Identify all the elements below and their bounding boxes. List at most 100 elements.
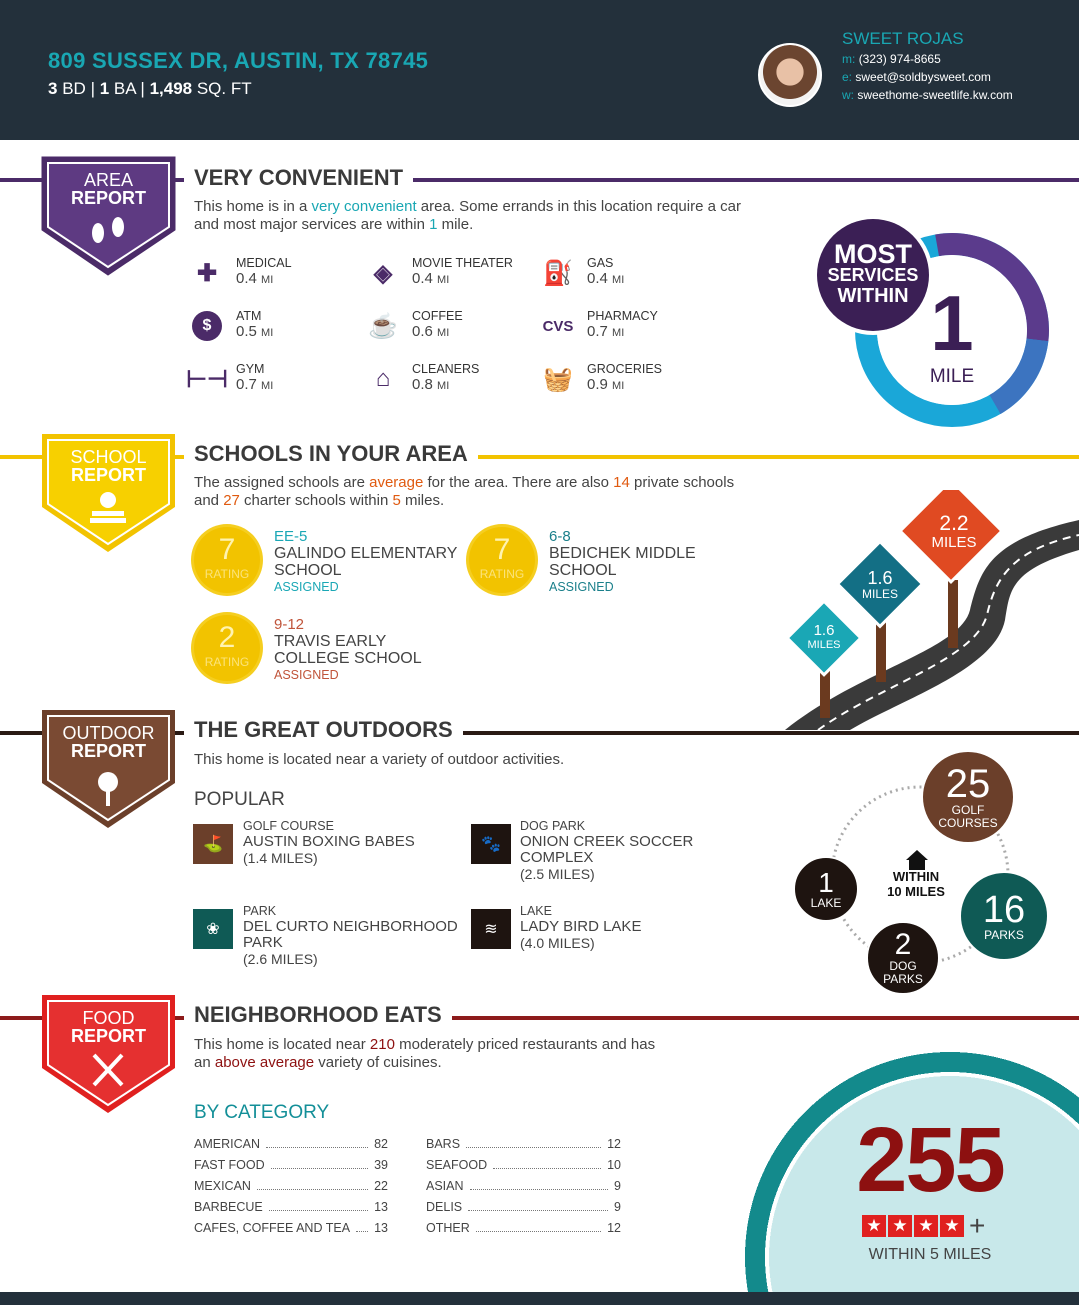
category-row: CAFES, COFFEE AND TEA 13 <box>194 1221 388 1235</box>
amenity-distance: 0.7 MI <box>587 323 625 340</box>
footer-bar <box>0 1292 1079 1305</box>
agent-name: SWEET ROJAS <box>842 29 964 48</box>
highlight: very convenient <box>311 198 417 215</box>
popular-heading: POPULAR <box>194 789 285 810</box>
outdoor-count-circle: 1 LAKE <box>793 856 859 922</box>
outdoor-report-badge: OUTDOOR REPORT <box>40 708 177 830</box>
most-services-circle <box>817 219 929 331</box>
badge-line1: AREA <box>83 170 134 190</box>
coffee-cup-icon: ☕ <box>368 312 398 340</box>
within-10-miles: WITHIN 10 MILES <box>887 869 945 899</box>
email-value: sweet@soldbysweet.com <box>855 70 991 84</box>
amenity-label: CLEANERS <box>412 362 480 376</box>
school-rating-seal: 2 RATING <box>194 615 260 681</box>
category-row: SEAFOOD 10 <box>426 1158 621 1172</box>
restaurants-circle <box>745 1052 1079 1292</box>
category-row: ASIAN 9 <box>426 1179 621 1193</box>
amenity-distance: 0.8 MI <box>412 376 450 393</box>
agent-email[interactable]: e: sweet@soldbysweet.com <box>842 70 991 84</box>
school-item[interactable]: 6-8 BEDICHEK MIDDLE SCHOOL ASSIGNED <box>549 528 739 596</box>
within-unit: MILE <box>929 366 975 387</box>
amenity-label: PHARMACY <box>587 309 658 323</box>
outdoor-item[interactable]: LAKE LADY BIRD LAKE (4.0 MILES) <box>520 904 642 951</box>
outdoor-count-circle: 2 DOG PARKS <box>866 921 940 995</box>
category-row: BARBECUE 13 <box>194 1200 388 1214</box>
apple-books-icon <box>90 492 126 523</box>
amenity-distance: 0.5 MI <box>236 323 274 340</box>
food-report-badge: FOOD REPORT <box>40 993 177 1115</box>
star-icon: ★ <box>940 1215 964 1237</box>
agent-phone[interactable]: m: (323) 974-8665 <box>842 52 941 66</box>
golf-bag-icon: ⛳ <box>193 824 233 864</box>
badge-shape <box>42 434 175 552</box>
area-divider <box>0 178 1079 182</box>
amenity-distance: 0.4 MI <box>236 270 274 287</box>
school-name: GALINDO ELEMENTARY SCHOOL <box>274 545 458 579</box>
sign-3 <box>897 490 1005 585</box>
within-value: 1 <box>930 279 974 367</box>
amenity-distance: 0.4 MI <box>587 270 625 287</box>
badge-shape <box>41 156 176 276</box>
web-key: w: <box>842 88 854 102</box>
outdoor-item[interactable]: PARK DEL CURTO NEIGHBORHOOD PARK (2.6 MILE… <box>243 904 458 967</box>
most-services-label: MOST SERVICES WITHIN <box>827 239 919 307</box>
area-title: VERY CONVENIENT <box>184 165 414 191</box>
footprints-icon <box>92 217 124 243</box>
phone-key: m: <box>842 52 856 66</box>
fork-knife-icon <box>92 1053 124 1087</box>
school-item[interactable]: EE-5 GALINDO ELEMENTARY SCHOOL ASSIGNED <box>274 528 464 596</box>
outdoor-item[interactable]: DOG PARK ONION CREEK SOCCER COMPLEX (2.5 M… <box>520 819 694 882</box>
school-item[interactable]: 9-12 TRAVIS EARLY COLLEGE SCHOOL ASSIGNED <box>274 616 464 684</box>
school-status: ASSIGNED <box>274 668 339 682</box>
outdoor-description: This home is located near a variety of o… <box>194 751 565 768</box>
school-title: SCHOOLS IN YOUR AREA <box>184 441 478 467</box>
category-row: OTHER 12 <box>426 1221 621 1235</box>
email-key: e: <box>842 70 853 84</box>
amenity-label: GYM <box>236 362 265 376</box>
outdoor-count-circle: 25 GOLF COURSES <box>921 750 1015 844</box>
grocery-basket-icon: 🧺 <box>543 365 573 393</box>
outdoor-item[interactable]: GOLF COURSE AUSTIN BOXING BABES (1.4 MILES… <box>243 819 415 866</box>
services-ring-chart <box>813 215 1049 427</box>
web-value: sweethome-sweetlife.kw.com <box>857 88 1013 102</box>
waves-icon: ≋ <box>471 909 511 949</box>
category-row: MEXICAN 22 <box>194 1179 388 1193</box>
amenity-label: MEDICAL <box>236 256 292 270</box>
school-grades: EE-5 <box>274 528 308 545</box>
within-5-miles: WITHIN 5 MILES <box>868 1246 992 1263</box>
ring-arc-purple <box>855 233 1049 427</box>
sign-1-label: 1.6 MILES <box>807 622 841 651</box>
school-description: The assigned schools are average for the… <box>194 474 735 509</box>
road-signs-illustration <box>785 490 1079 730</box>
amenity-distance: 0.6 MI <box>412 323 450 340</box>
badge-line2: REPORT <box>70 188 146 208</box>
school-status: ASSIGNED <box>274 580 339 594</box>
sqft-label: SQ. FT <box>196 79 252 98</box>
amenity-label: ATM <box>236 309 262 323</box>
plus-sign: + <box>969 1210 986 1241</box>
by-category-heading: BY CATEGORY <box>194 1102 330 1123</box>
header-bar <box>0 0 1079 140</box>
school-name: TRAVIS EARLY COLLEGE SCHOOL <box>274 633 422 667</box>
badge-shape <box>42 995 175 1113</box>
outdoor-count-circle: 16 PARKS <box>959 871 1049 961</box>
category-row: FAST FOOD 39 <box>194 1158 388 1172</box>
star-rating: ★ ★ ★ ★ + <box>862 1210 985 1242</box>
school-rating-seal: 7 RATING <box>194 527 260 593</box>
outdoor-title: THE GREAT OUTDOORS <box>184 717 463 743</box>
sign-2 <box>835 539 925 629</box>
badge-shape <box>42 710 175 828</box>
amenity-label: GROCERIES <box>587 362 663 376</box>
outdoor-divider <box>0 731 1079 735</box>
separator: | <box>140 79 145 98</box>
sign-2-label: 1.6 MILES <box>861 568 898 601</box>
category-row: AMERICAN 82 <box>194 1137 388 1151</box>
category-row: BARS 12 <box>426 1137 621 1151</box>
agent-avatar <box>758 43 822 107</box>
agent-website[interactable]: w: sweethome-sweetlife.kw.com <box>842 88 1013 102</box>
sign-1 <box>785 599 863 677</box>
baths-label: BA <box>113 79 136 98</box>
property-specs: 3 BD | 1 BA | 1,498 SQ. FT <box>48 79 252 99</box>
park-icon: ❀ <box>193 909 233 949</box>
school-status: ASSIGNED <box>549 580 614 594</box>
